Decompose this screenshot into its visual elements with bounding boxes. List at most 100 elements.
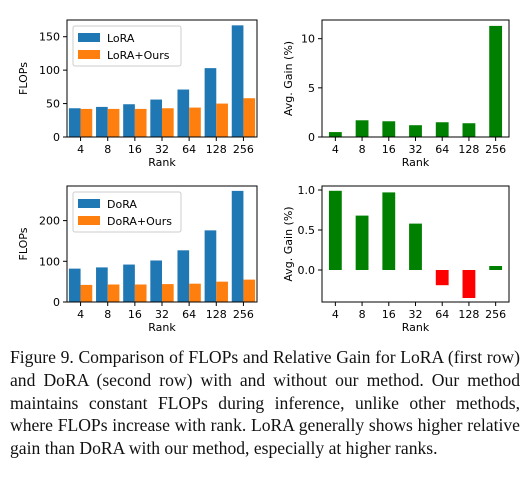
x-tick-label: 128	[206, 308, 227, 321]
x-tick-label: 256	[233, 308, 254, 321]
y-tick-label: 0	[53, 131, 60, 144]
x-tick-label: 8	[359, 143, 366, 156]
y-tick-label: 10	[301, 33, 315, 46]
bar-baseline-128	[204, 230, 217, 302]
x-tick-label: 4	[77, 143, 84, 156]
x-tick-label: 32	[409, 308, 423, 321]
x-tick-label: 64	[182, 308, 196, 321]
x-tick-label: 16	[382, 143, 396, 156]
x-tick-label: 256	[485, 308, 506, 321]
bar-baseline-256	[231, 25, 244, 137]
bar-gain-8	[355, 215, 369, 270]
x-tick-label: 16	[128, 308, 142, 321]
bar-ours-64	[189, 283, 201, 302]
bar-gain-4	[328, 132, 342, 137]
x-tick-label: 128	[206, 143, 227, 156]
bar-ours-128	[216, 281, 228, 302]
y-axis-label: FLOPs	[17, 227, 30, 260]
chart-panel-3: 0 100 200 4 8 16 32 64 128 256 Rank FLOPs DoRA DoRA+O…	[17, 185, 258, 334]
bar-baseline-4	[68, 108, 81, 137]
bar-gain-256	[489, 266, 503, 270]
x-tick-label: 4	[77, 308, 84, 321]
bar-baseline-32	[150, 260, 162, 302]
x-tick-label: 16	[128, 143, 142, 156]
x-tick-label: 64	[435, 143, 449, 156]
y-tick-label: 0	[53, 296, 60, 309]
bar-ours-4	[80, 284, 93, 302]
x-tick-label: 4	[332, 308, 339, 321]
bar-ours-16	[134, 108, 147, 137]
x-tick-label: 32	[409, 143, 423, 156]
figure-caption: Figure 9. Comparison of FLOPs and Relati…	[10, 346, 520, 460]
y-tick-label: 150	[39, 31, 60, 44]
chart-panel-4: 0.0 0.5 1.0 4 8 16 32 64 128 256 Rank Avg. Gain (%)	[282, 184, 510, 334]
bar-gain-128	[462, 270, 476, 298]
bar-ours-8	[107, 108, 120, 137]
legend-swatch	[78, 216, 100, 225]
bar-gain-32	[409, 125, 422, 137]
y-tick-label: 100	[39, 255, 60, 268]
y-tick-label: 0	[308, 131, 315, 144]
x-tick-label: 32	[155, 308, 169, 321]
y-axis-label: Avg. Gain (%)	[282, 206, 295, 281]
bar-baseline-16	[123, 104, 135, 137]
bar-gain-16	[382, 192, 396, 270]
bar-gain-16	[382, 121, 396, 137]
bar-gain-64	[435, 270, 449, 286]
legend-swatch	[78, 199, 100, 208]
x-tick-label: 8	[104, 143, 111, 156]
y-tick-label: 5	[308, 82, 315, 95]
plot-frame	[321, 19, 510, 138]
bar-gain-128	[462, 123, 476, 137]
bar-gain-8	[355, 120, 369, 137]
y-axis-label: Avg. Gain (%)	[282, 41, 295, 116]
y-tick-label: 0.5	[298, 224, 316, 237]
y-tick-label: 50	[46, 98, 60, 111]
x-tick-label: 128	[458, 308, 479, 321]
x-axis-label: Rank	[148, 321, 176, 334]
bar-ours-64	[189, 107, 201, 137]
x-axis-label: Rank	[402, 156, 430, 169]
bar-baseline-64	[177, 89, 190, 137]
bar-ours-256	[243, 279, 256, 302]
y-tick-label: 100	[39, 64, 60, 77]
x-tick-label: 8	[104, 308, 111, 321]
x-tick-label: 256	[485, 143, 506, 156]
bar-baseline-256	[231, 190, 244, 302]
y-axis-label: FLOPs	[17, 62, 30, 95]
y-tick-label: 1.0	[298, 184, 316, 197]
bar-gain-4	[328, 190, 342, 270]
bar-ours-128	[216, 103, 228, 137]
bar-ours-32	[162, 284, 174, 302]
x-tick-label: 128	[458, 143, 479, 156]
x-tick-label: 256	[233, 143, 254, 156]
legend-label: LoRA+Ours	[107, 49, 170, 62]
figure-number: Figure 9.	[10, 347, 74, 367]
chart-panel-1: 0 50 100 150 4 8 16 32 64 128 256 Rank FLOPs LoRA LoRA…	[17, 19, 258, 169]
y-tick-label: 200	[39, 215, 60, 228]
bar-baseline-32	[150, 99, 162, 137]
x-axis-label: Rank	[148, 156, 176, 169]
legend-swatch	[78, 33, 100, 42]
x-tick-label: 4	[332, 143, 339, 156]
bar-baseline-64	[177, 250, 190, 302]
legend-label: LoRA	[107, 32, 135, 45]
bar-ours-8	[107, 284, 120, 302]
bar-baseline-16	[123, 264, 135, 302]
bar-gain-32	[409, 223, 422, 270]
y-tick-label: 0.0	[298, 264, 316, 277]
x-tick-label: 64	[435, 308, 449, 321]
legend-swatch	[78, 50, 100, 59]
bar-ours-256	[243, 98, 256, 137]
x-tick-label: 8	[359, 308, 366, 321]
bar-ours-16	[134, 284, 147, 302]
bar-baseline-8	[96, 267, 108, 302]
legend-label: DoRA+Ours	[107, 215, 172, 228]
chart-panel-2: 0 5 10 4 8 16 32 64 128 256 Rank Avg. Gain (%)	[282, 19, 510, 169]
bar-baseline-4	[68, 268, 81, 302]
x-tick-label: 64	[182, 143, 196, 156]
legend-label: DoRA	[107, 198, 137, 211]
bar-gain-256	[489, 25, 503, 137]
